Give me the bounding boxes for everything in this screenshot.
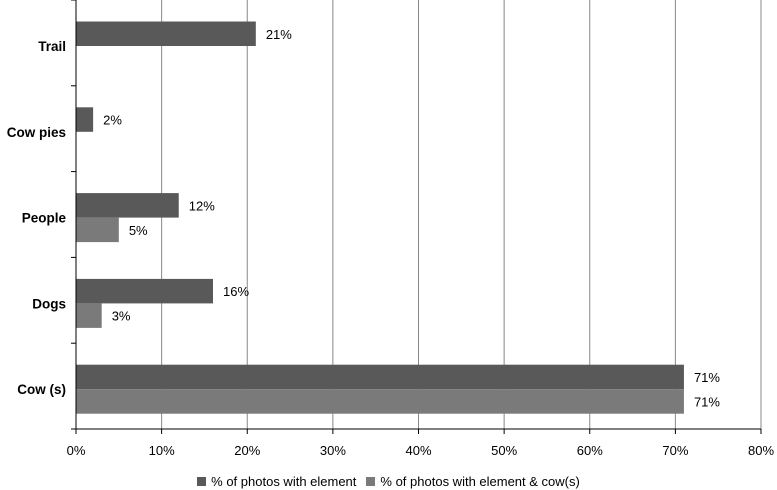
bars xyxy=(76,21,684,414)
x-tick-label: 50% xyxy=(491,443,517,458)
legend-label-series-2: % of photos with element & cow(s) xyxy=(380,473,580,489)
data-label-series-1: 21% xyxy=(266,27,292,42)
bar-series-2 xyxy=(76,389,684,414)
x-tick-label: 30% xyxy=(320,443,346,458)
x-tick-label: 40% xyxy=(405,443,431,458)
labels: 0% 10% 20% 30% 40% 50% 60% 70% 80% Trail 21% Cow pi… xyxy=(7,27,775,458)
bar-series-1 xyxy=(76,278,213,304)
x-tick-label: 80% xyxy=(748,443,774,458)
legend-item-series-2: % of photos with element & cow(s) xyxy=(366,473,580,489)
y-category-label: People xyxy=(22,211,67,226)
x-tick-label: 0% xyxy=(67,443,86,458)
data-label-series-2: 71% xyxy=(694,394,720,409)
x-tick-label: 10% xyxy=(149,443,175,458)
bar-series-1 xyxy=(76,107,94,132)
x-tick-label: 60% xyxy=(577,443,603,458)
legend: % of photos with element % of photos wit… xyxy=(0,473,777,489)
legend-item-series-1: % of photos with element xyxy=(197,474,356,489)
bar-series-2 xyxy=(76,217,119,243)
data-label-series-1: 2% xyxy=(103,113,122,128)
axes xyxy=(71,0,762,434)
data-label-series-1: 12% xyxy=(189,198,215,213)
y-category-label: Cow (s) xyxy=(17,382,66,397)
y-category-label: Dogs xyxy=(32,296,66,311)
data-label-series-1: 71% xyxy=(694,370,720,385)
legend-label-series-1: % of photos with element xyxy=(211,473,357,489)
legend-swatch-series-1 xyxy=(197,476,207,486)
legend-swatch-series-2 xyxy=(366,476,376,486)
bar-series-1 xyxy=(76,21,256,46)
y-category-label: Cow pies xyxy=(7,125,66,140)
bar-series-1 xyxy=(76,193,179,218)
bar-series-1 xyxy=(76,364,684,390)
x-tick-label: 20% xyxy=(234,443,260,458)
gridlines xyxy=(161,0,762,429)
data-label-series-2: 5% xyxy=(129,223,148,238)
bar-series-2 xyxy=(76,303,102,328)
x-tick-label: 70% xyxy=(662,443,688,458)
data-label-series-1: 16% xyxy=(223,284,249,299)
data-label-series-2: 3% xyxy=(112,309,131,324)
y-category-label: Trail xyxy=(38,39,66,54)
